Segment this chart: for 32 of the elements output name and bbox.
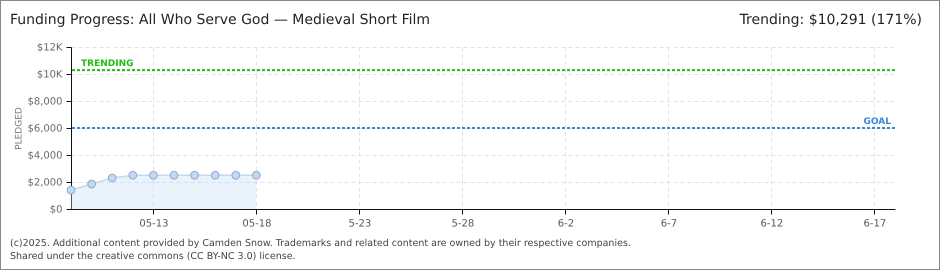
ref-line-label: GOAL [864, 117, 892, 127]
point [252, 170, 261, 180]
x-tick-label: 6-17 [864, 218, 886, 230]
chart-subtitle: Trending: $10,291 (171%) [740, 12, 922, 28]
point [128, 170, 138, 180]
y-axis-title: PLEDGED [14, 107, 25, 150]
point [231, 170, 240, 180]
x-tick-label: 05-13 [139, 218, 168, 230]
point [108, 174, 117, 182]
point [170, 170, 178, 180]
y-tick-label: $0 [50, 204, 62, 216]
x-tick-label: 05-18 [242, 218, 272, 230]
ref-line-label: TRENDING [81, 59, 134, 70]
y-tick-label: $2,000 [28, 178, 62, 188]
x-tick-label: 6-2 [558, 218, 574, 230]
point [210, 170, 220, 180]
x-tick-label: 6-7 [660, 218, 678, 230]
text: Shared under the creative commons (CC BY-NC 3.0) license. [10, 250, 297, 263]
x-tick-label: 5-23 [348, 218, 372, 230]
point [149, 170, 158, 180]
point [190, 170, 199, 180]
point [66, 186, 76, 194]
y-tick-label: $10K [36, 70, 63, 80]
x-tick-label: 6-12 [760, 218, 784, 230]
text: (c)2025. Additional content provided by Camden Snow. Trademarks and related content are owned by their respective companies. [10, 237, 631, 250]
y-tick-label: $8,000 [28, 96, 62, 108]
y-tick-label: $6,000 [28, 124, 62, 134]
y-tick-label: $4,000 [28, 150, 62, 162]
chart-title: Funding Progress: All Who Serve God — Medieval Short Film [10, 12, 430, 28]
x-tick-label: 5-28 [452, 218, 474, 230]
y-tick-label: $12K [36, 42, 63, 54]
point [87, 180, 96, 188]
